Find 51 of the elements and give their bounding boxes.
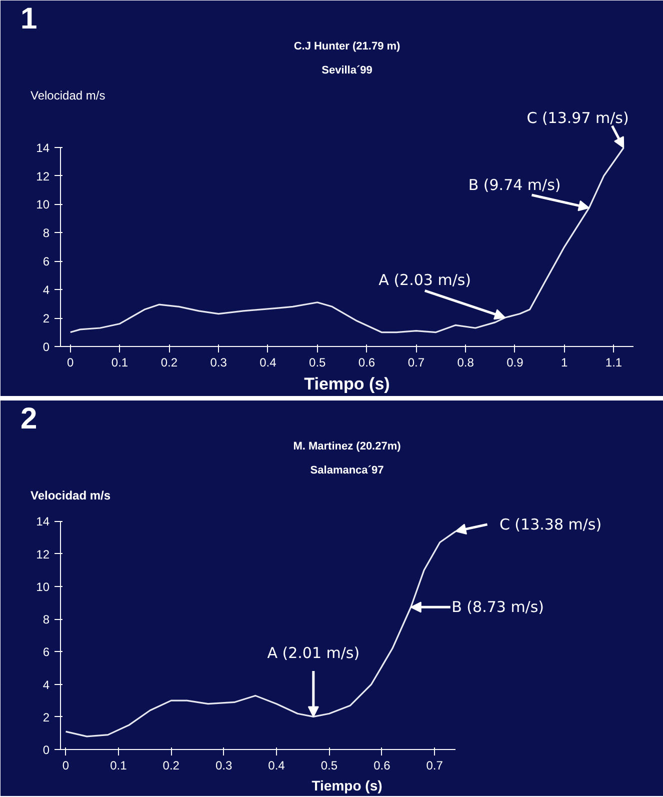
x-axis-title: Tiempo (s)	[312, 778, 382, 794]
chart-title: C.J Hunter (21.79 m)	[294, 40, 401, 52]
chart-subtitle: Salamanca´97	[310, 464, 384, 476]
x-tick-label: 0	[67, 356, 74, 370]
x-tick-label: 0.2	[160, 356, 178, 370]
annotation: A (2.03 m/s)	[378, 270, 472, 289]
y-tick-label: 8	[42, 612, 50, 627]
x-tick-label: 0.8	[457, 356, 474, 370]
x-tick-label: 0.3	[215, 758, 233, 772]
x-tick-label: 0.4	[268, 758, 286, 772]
x-tick-label: 0.4	[260, 356, 277, 370]
y-tick-label: 10	[36, 580, 50, 594]
y-tick-label: 6	[42, 254, 50, 269]
y-tick-label: 12	[36, 547, 50, 562]
y-tick-label: 2	[42, 312, 50, 326]
y-tick-label: 2	[42, 710, 50, 724]
chart-subtitle: Sevilla´99	[322, 64, 372, 76]
y-axis-title: Velocidad m/s	[30, 88, 106, 102]
annotation: B (8.73 m/s)	[452, 598, 544, 616]
x-tick-label: 0.5	[320, 758, 338, 772]
y-tick-label: 6	[42, 645, 50, 660]
x-tick-label: 0.7	[408, 356, 425, 370]
y-tick-label: 14	[36, 140, 50, 155]
x-axis-title: Tiempo (s)	[304, 374, 390, 394]
x-tick-label: 0.2	[162, 758, 180, 772]
y-tick-label: 8	[42, 226, 50, 240]
x-tick-label: 0.6	[358, 356, 376, 370]
x-tick-label: 0.6	[374, 758, 391, 772]
x-tick-label: 0.3	[210, 356, 228, 370]
y-tick-label: 4	[42, 283, 50, 298]
y-tick-label: 0	[42, 340, 50, 354]
x-tick-label: 1.1	[605, 356, 622, 370]
text: 1	[20, 2, 38, 36]
annotation: B (9.74 m/s)	[468, 176, 561, 194]
x-tick-label: 1	[561, 356, 568, 370]
x-tick-label: 0.1	[110, 758, 128, 772]
x-tick-label: 0.9	[506, 356, 524, 370]
y-tick-label: 4	[42, 678, 50, 692]
annotation: A (2.01 m/s)	[267, 644, 360, 662]
annotation: C (13.97 m/s)	[526, 108, 629, 127]
y-tick-label: 10	[36, 198, 50, 212]
x-tick-label: 0	[62, 758, 70, 772]
y-tick-label: 14	[36, 514, 50, 529]
y-axis-title: Velocidad m/s	[30, 488, 111, 502]
y-tick-label: 0	[42, 743, 50, 757]
chart-title: M. Martinez (20.27m)	[293, 440, 402, 452]
x-tick-label: 0.5	[309, 356, 326, 370]
x-tick-label: 0.7	[426, 758, 444, 772]
y-tick-label: 12	[36, 169, 50, 184]
annotation: C (13.38 m/s)	[499, 515, 602, 534]
x-tick-label: 0.1	[111, 356, 128, 370]
